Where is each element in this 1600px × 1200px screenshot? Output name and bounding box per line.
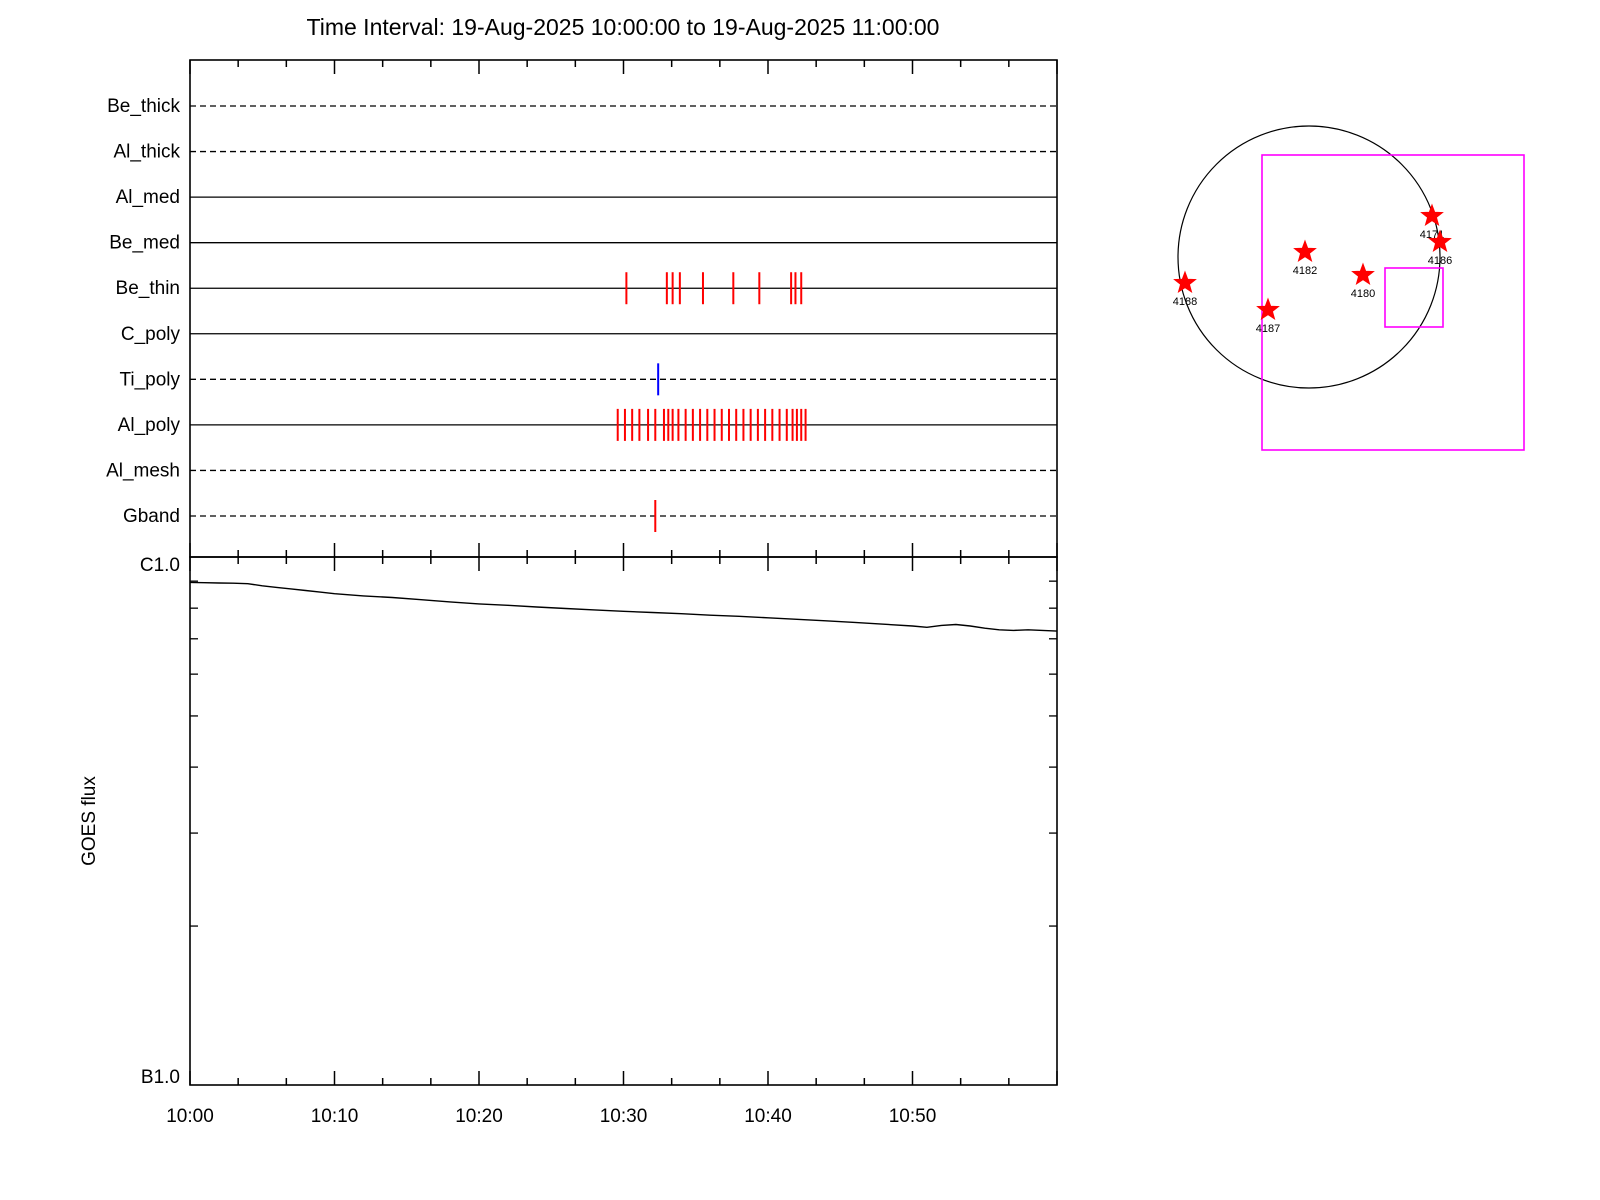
y-top-label: C1.0 <box>140 555 180 576</box>
active-region-4187: 4187 <box>1256 297 1280 335</box>
active-region-star-icon <box>1256 297 1280 321</box>
active-region-star-icon <box>1351 262 1375 286</box>
x-tick-label: 10:40 <box>744 1106 792 1127</box>
goes-flux-curve <box>189 581 1058 632</box>
y-bottom-label: B1.0 <box>141 1067 180 1088</box>
active-region-4180: 4180 <box>1351 262 1375 300</box>
active-region-4186: 4186 <box>1428 229 1452 267</box>
filter-row-Al_thick: Al_thick <box>113 142 1057 163</box>
filter-row-Al_poly: Al_poly <box>118 408 1057 441</box>
filter-row-Ti_poly: Ti_poly <box>119 363 1057 396</box>
active-region-star-icon <box>1173 270 1197 294</box>
goes-log-ticks <box>190 580 1057 927</box>
x-tick-label: 10:10 <box>311 1106 359 1127</box>
filter-row-C_poly: C_poly <box>121 324 1057 345</box>
active-region-label: 4188 <box>1173 296 1197 308</box>
active-region-label: 4182 <box>1293 265 1317 277</box>
goes-axis-labels: C1.0 B1.0 GOES flux <box>79 555 180 1088</box>
filter-row-Be_thin: Be_thin <box>116 272 1057 305</box>
x-axis-labels: 10:00 10:10 10:20 10:30 10:40 10:50 <box>166 1106 936 1127</box>
filter-row-Al_mesh: Al_mesh <box>106 460 1057 481</box>
filter-label: Be_thin <box>116 278 180 299</box>
filter-label: Al_mesh <box>106 460 180 481</box>
filter-label: Al_med <box>116 187 180 208</box>
filter-label: Gband <box>123 506 180 527</box>
filter-label: Ti_poly <box>119 369 180 390</box>
time-axis-ticks <box>189 60 1058 1085</box>
filter-label: Be_med <box>109 233 180 254</box>
filter-row-Be_med: Be_med <box>109 233 1057 254</box>
timeline-chart: Be_thick Al_thick Al_med Be_med Be_thin C_pol… <box>79 59 1058 1127</box>
active-region-star-icon <box>1420 203 1444 227</box>
panel-borders <box>189 59 1058 1086</box>
active-region-star-icon <box>1428 229 1452 253</box>
fov-box-large <box>1261 154 1525 451</box>
y-axis-title: GOES flux <box>79 776 100 866</box>
fov-box-small <box>1384 267 1444 328</box>
active-region-star-icon <box>1293 239 1317 263</box>
filter-label: C_poly <box>121 324 181 345</box>
filter-label: Al_poly <box>118 415 181 436</box>
filter-row-Gband: Gband <box>123 500 1057 532</box>
x-tick-label: 10:00 <box>166 1106 214 1127</box>
active-region-label: 4180 <box>1351 288 1375 300</box>
filter-row-Al_med: Al_med <box>116 187 1057 208</box>
filter-rows: Be_thick Al_thick Al_med Be_med Be_thin C_pol… <box>106 96 1057 532</box>
exposure-ticks <box>625 272 803 305</box>
filter-label: Al_thick <box>113 142 180 163</box>
x-tick-label: 10:20 <box>455 1106 503 1127</box>
x-tick-label: 10:50 <box>889 1106 937 1127</box>
x-tick-label: 10:30 <box>600 1106 648 1127</box>
solar-disk <box>1177 125 1441 389</box>
filter-row-Be_thick: Be_thick <box>107 96 1057 117</box>
active-region-label: 4186 <box>1428 255 1452 267</box>
exposure-ticks <box>616 408 807 441</box>
active-region-label: 4187 <box>1256 323 1280 335</box>
filter-label: Be_thick <box>107 96 180 117</box>
chart-title: Time Interval: 19-Aug-2025 10:00:00 to 1… <box>306 14 940 40</box>
active-region-4188: 4188 <box>1173 270 1197 308</box>
active-region-4182: 4182 <box>1293 239 1317 277</box>
